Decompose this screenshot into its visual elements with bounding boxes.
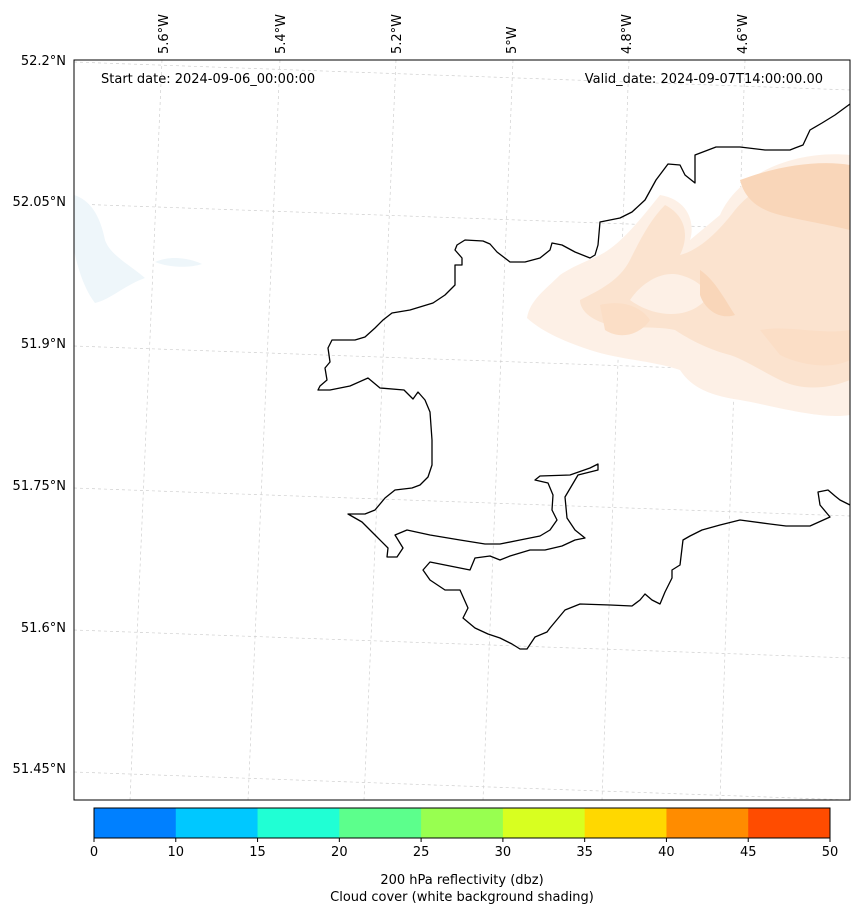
valid-date-text: Valid_date: 2024-09-07T14:00:00.00 (585, 72, 823, 87)
lon-label-4-6: 4.6°W (736, 14, 751, 54)
colorbar-segment (175, 808, 259, 838)
longitude-labels: 5.6°W 5.4°W 5.2°W 5°W 4.8°W 4.6°W (157, 14, 751, 54)
colorbar-tick-label: 25 (413, 845, 430, 860)
colorbar-ticks: 0 10 15 20 25 30 35 40 45 50 (90, 838, 838, 860)
lon-label-4-8: 4.8°W (620, 14, 635, 54)
colorbar-tick-label: 20 (331, 845, 348, 860)
colorbar-tick-label: 45 (740, 845, 757, 860)
colorbar-segment (257, 808, 340, 838)
lat-label-52-05: 52.05°N (13, 195, 66, 210)
lon-label-5-4: 5.4°W (274, 14, 289, 54)
lat-label-51-45: 51.45°N (13, 762, 66, 777)
colorbar-label-line2: Cloud cover (white background shading) (330, 890, 594, 905)
colorbar-segment (584, 808, 667, 838)
lat-label-51-9: 51.9°N (21, 337, 66, 352)
colorbar-segment (94, 808, 177, 838)
lon-label-5-6: 5.6°W (157, 14, 172, 54)
cloud-cover-left (74, 195, 202, 303)
colorbar-tick-label: 15 (249, 845, 266, 860)
colorbar-segment (502, 808, 586, 838)
lat-label-51-75: 51.75°N (13, 479, 66, 494)
coastline (317, 103, 851, 650)
colorbar-segment (421, 808, 504, 838)
lon-label-5: 5°W (505, 26, 520, 54)
colorbar-tick-label: 0 (90, 845, 98, 860)
colorbar-segment (666, 808, 749, 838)
colorbar-segment (339, 808, 422, 838)
lat-label-52-2: 52.2°N (21, 54, 66, 69)
cloud-cover-shading (527, 154, 850, 417)
start-date-text: Start date: 2024-09-06_00:00:00 (101, 72, 315, 87)
latitude-labels: 52.2°N 52.05°N 51.9°N 51.75°N 51.6°N 51.… (13, 54, 66, 777)
map-frame (73, 59, 851, 801)
colorbar-tick-label: 35 (576, 845, 593, 860)
lon-label-5-2: 5.2°W (390, 14, 405, 54)
colorbar-label-line1: 200 hPa reflectivity (dbz) (380, 873, 543, 888)
colorbar-segment (748, 808, 831, 838)
colorbar-frame (93, 807, 831, 839)
colorbar (94, 808, 831, 838)
colorbar-tick-label: 30 (495, 845, 512, 860)
map-background (74, 60, 850, 800)
colorbar-tick-label: 40 (658, 845, 675, 860)
colorbar-tick-label: 50 (822, 845, 839, 860)
lat-label-51-6: 51.6°N (21, 621, 66, 636)
colorbar-tick-label: 10 (168, 845, 185, 860)
